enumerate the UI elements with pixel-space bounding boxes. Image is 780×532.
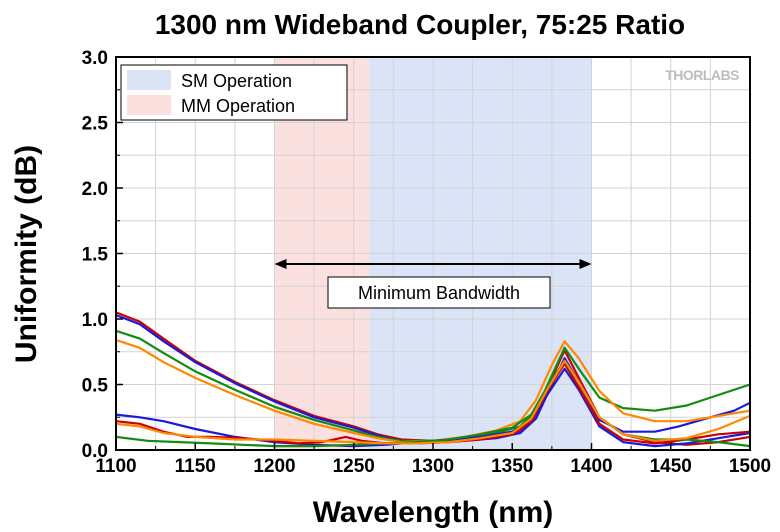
- x-axis-title: Wavelength (nm): [313, 496, 554, 529]
- y-tick-label: 0.5: [82, 376, 109, 397]
- legend-label-mm: MM Operation: [181, 96, 295, 116]
- legend-label-sm: SM Operation: [181, 71, 292, 91]
- annotation-label: Minimum Bandwidth: [358, 283, 520, 303]
- series-layer: [114, 311, 752, 448]
- y-tick-label: 2.5: [82, 114, 109, 135]
- x-tick-label: 1150: [175, 456, 216, 477]
- y-tick-label: 1.5: [82, 245, 109, 266]
- logo: THORLABS: [665, 67, 739, 83]
- y-tick-label: 3.0: [82, 48, 108, 69]
- series-line-2: [114, 314, 752, 444]
- y-tick-label: 2.0: [82, 179, 108, 200]
- x-tick-label: 1350: [491, 456, 533, 477]
- legend-swatch-mm: [127, 95, 171, 115]
- annotation: Minimum Bandwidth: [274, 258, 592, 309]
- grid-layer: [116, 57, 750, 450]
- series-line-8: [114, 359, 752, 445]
- x-tick-label: 1450: [650, 456, 692, 477]
- x-ticks: 1100 1150 1200 1250 1300 1350 1400 1450 1500: [95, 443, 771, 477]
- y-tick-label: 1.0: [82, 310, 108, 331]
- x-tick-label: 1400: [570, 456, 612, 477]
- chart-title: 1300 nm Wideband Coupler, 75:25 Ratio: [155, 9, 685, 40]
- legend: SM Operation MM Operation: [120, 64, 348, 121]
- x-tick-label: 1300: [412, 456, 454, 477]
- thorlabs-logo: THORLABS: [665, 67, 739, 83]
- series-line-5: [114, 367, 752, 448]
- y-tick-label: 0.0: [82, 441, 108, 462]
- bandwidth-arrow-left-head: [274, 258, 287, 269]
- y-axis-title: Uniformity (dB): [10, 145, 43, 363]
- series-line-3: [114, 329, 752, 442]
- x-tick-label: 1250: [333, 456, 375, 477]
- annotation-box: [327, 276, 551, 309]
- x-tick-label: 1500: [729, 456, 771, 477]
- x-tick-label: 1100: [95, 456, 136, 477]
- legend-swatch-sm: [127, 70, 171, 90]
- y-ticks: 0.0 0.5 1.0 1.5 2.0 2.5 3.0: [82, 48, 123, 462]
- x-tick-label: 1200: [253, 456, 295, 477]
- bandwidth-arrow-right-head: [579, 258, 592, 269]
